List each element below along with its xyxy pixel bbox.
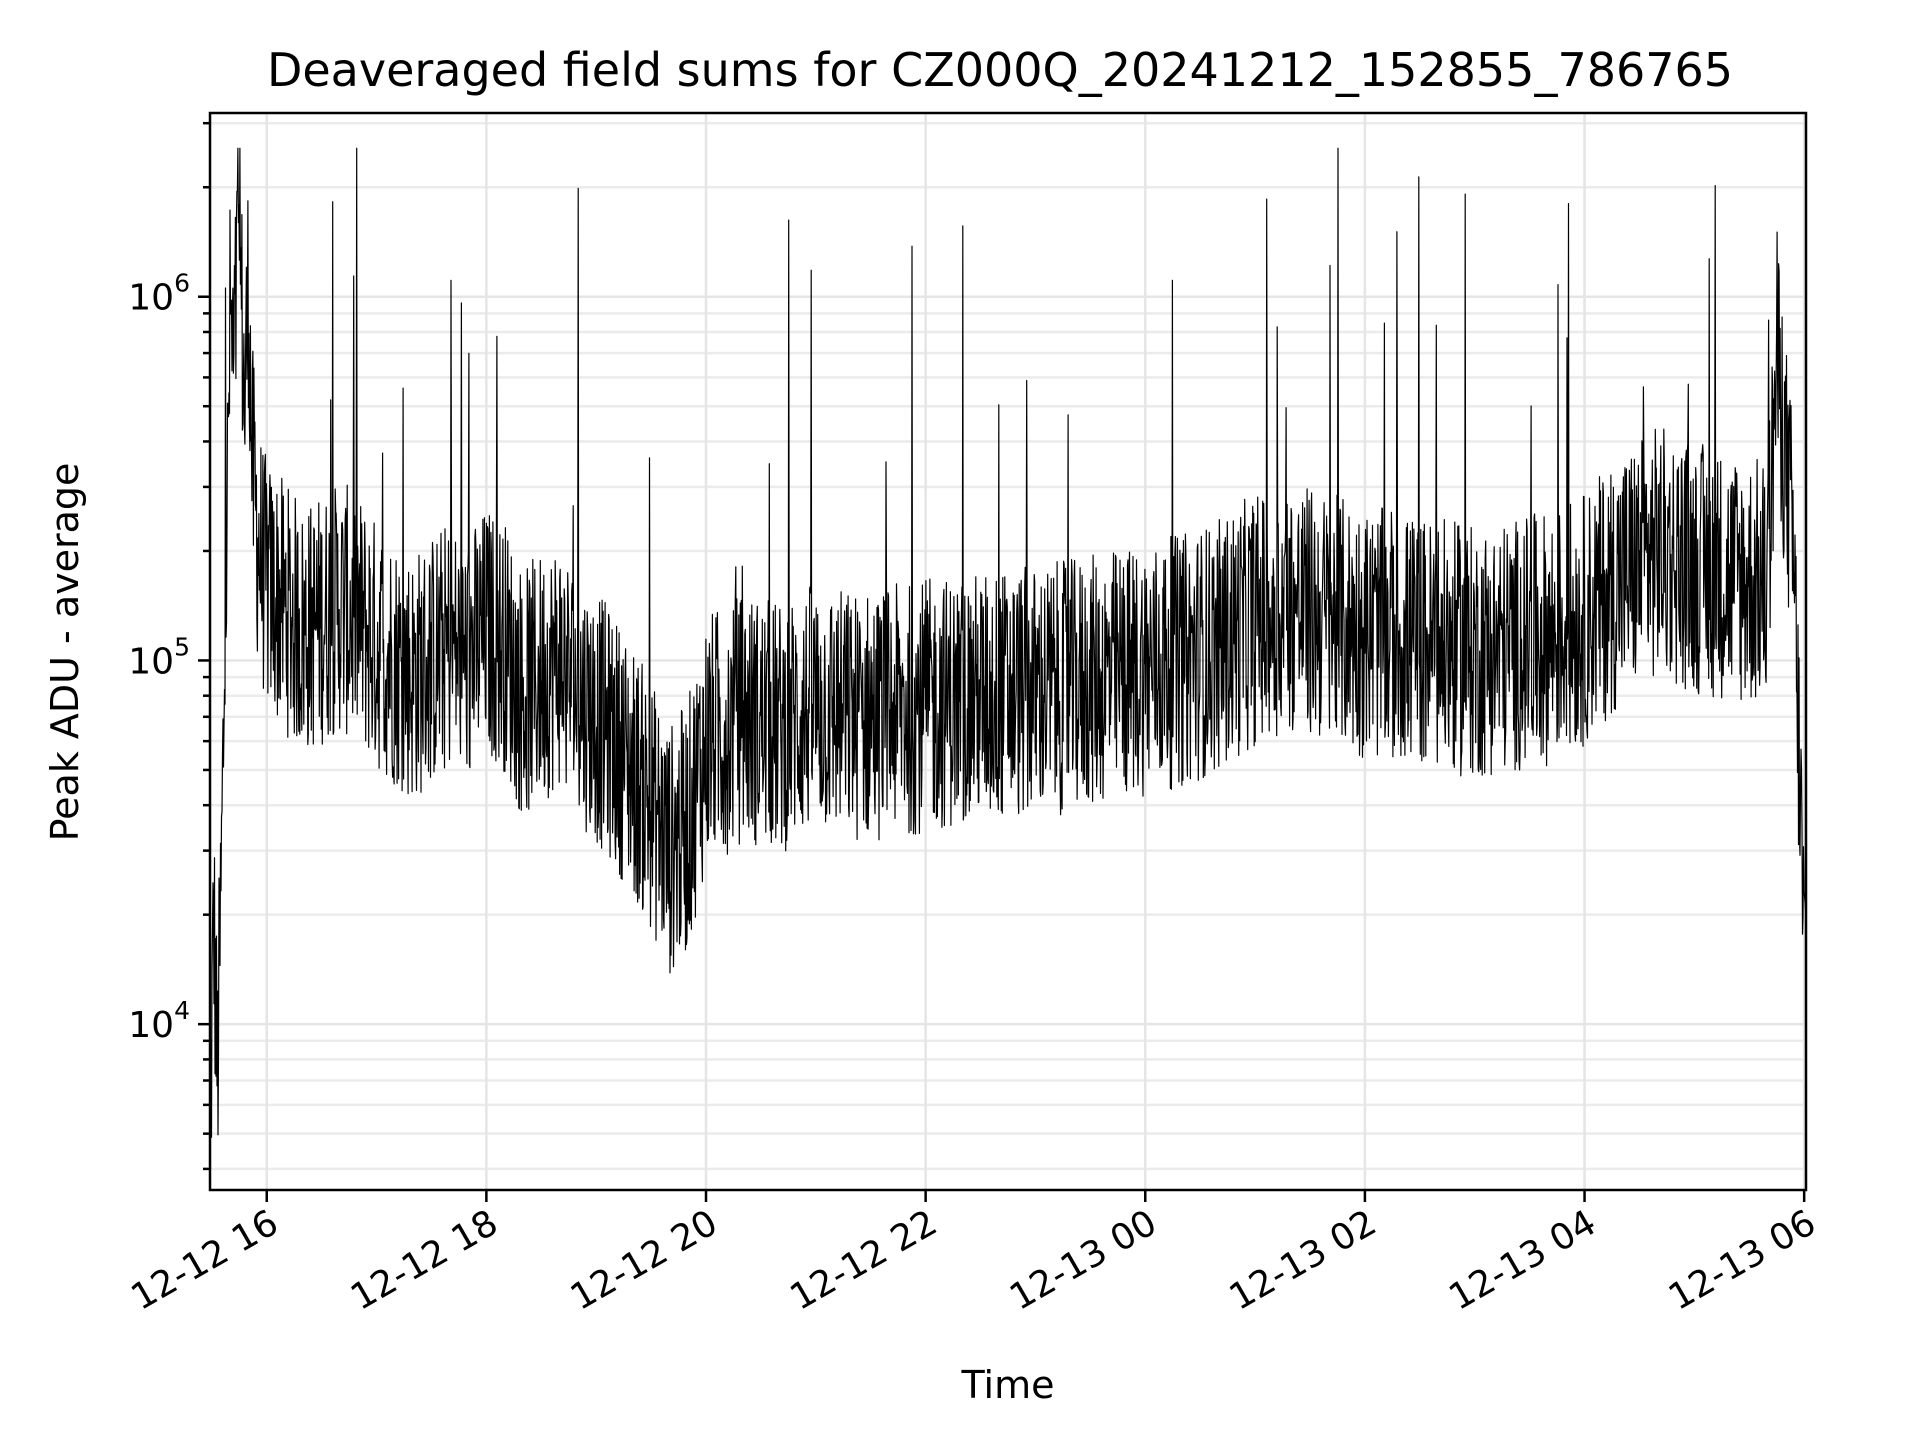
plot-frame: [208, 111, 1808, 1192]
x-tick-label: 12-13 00: [1003, 1202, 1164, 1318]
x-tick-label: 12-13 02: [1223, 1202, 1384, 1318]
x-axis-label: Time: [961, 1363, 1055, 1407]
chart-title: Deaveraged field sums for CZ000Q_2024121…: [267, 43, 1733, 97]
x-tick-label: 12-12 22: [783, 1202, 944, 1318]
series-line: [209, 147, 1807, 1138]
x-tick-label: 12-12 20: [564, 1202, 725, 1318]
x-tick-label: 12-12 16: [125, 1202, 286, 1318]
x-tick-label: 12-13 06: [1662, 1202, 1823, 1318]
x-tick-label: 12-13 04: [1442, 1202, 1603, 1318]
y-tick-label: 106: [128, 269, 190, 319]
x-tick-label: 12-12 18: [344, 1202, 505, 1318]
y-tick-label: 105: [128, 632, 190, 682]
y-tick-label: 104: [128, 996, 190, 1046]
y-axis-label: Peak ADU - average: [43, 463, 87, 842]
